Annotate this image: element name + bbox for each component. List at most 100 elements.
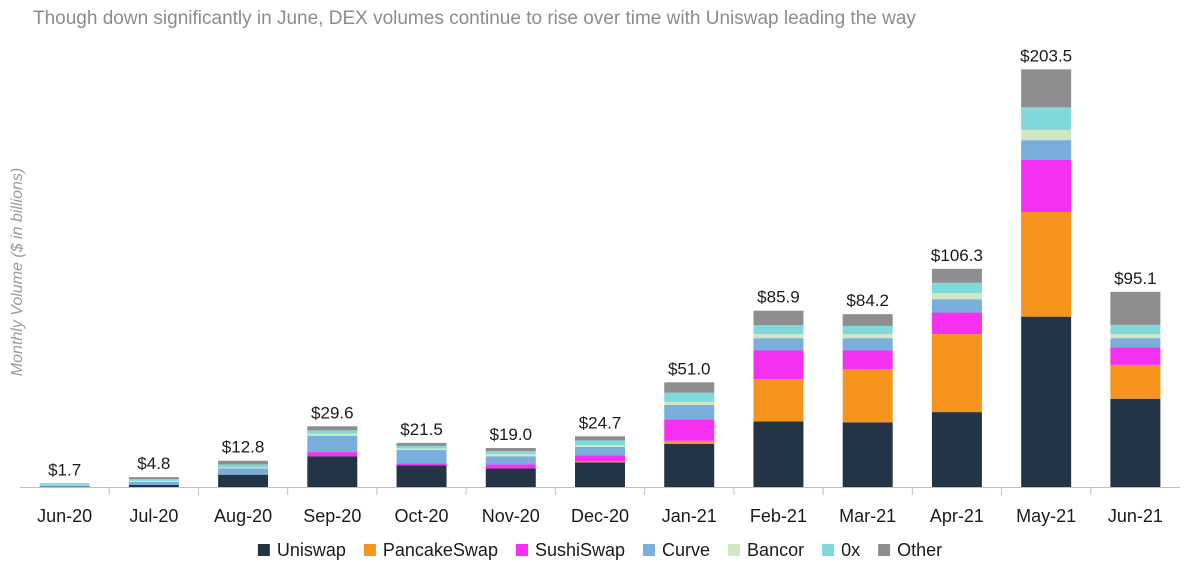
bar-segment-bancor-aug-20 [218,467,269,469]
bar-segment-0x-apr-21 [931,282,982,294]
bar-segment-sushiswap-dec-20 [575,455,625,462]
bar-segment-curve-may-21 [1021,140,1072,160]
total-label-oct-20: $21.5 [400,420,443,439]
x-tick-label-jun-20: Jun-20 [37,506,92,526]
legend-swatch-bancor [728,544,741,556]
bar-segment-bancor-oct-20 [396,448,447,451]
bar-segment-sushiswap-apr-21 [931,312,982,335]
bar-segment-curve-nov-20 [485,456,536,465]
bar-segment-uniswap-jul-20 [128,484,179,487]
total-label-jan-21: $51.0 [668,359,711,378]
x-tick-label-may-21: May-21 [1016,506,1076,526]
x-tick-label-oct-20: Oct-20 [395,506,449,526]
chart-subtitle: Though down significantly in June, DEX v… [33,8,916,29]
bar-segment-uniswap-jun-21 [1110,398,1161,487]
bar-segment-curve-jul-20 [128,481,179,485]
x-tick-label-jul-20: Jul-20 [129,506,178,526]
bar-segment-pancakeswap-feb-21 [753,379,804,422]
x-tick-label-apr-21: Apr-21 [930,506,984,526]
bar-segment-bancor-jun-20 [39,484,90,486]
bar-segment-curve-oct-20 [396,450,447,464]
legend-swatch-sushiswap [515,544,528,556]
bar-segment-0x-jun-21 [1110,324,1161,335]
bar-segment-other-aug-20 [218,460,269,465]
bar-segment-curve-jan-21 [664,404,715,420]
bar-segment-pancakeswap-may-21 [1021,211,1072,317]
bar-segment-sushiswap-jan-21 [664,419,715,441]
x-tick-label-dec-20: Dec-20 [571,506,629,526]
bar-segment-sushiswap-mar-21 [842,350,893,369]
legend-label-curve: Curve [662,540,710,560]
legend-label-uniswap: Uniswap [277,540,346,560]
bar-segment-bancor-sep-20 [307,433,358,436]
bar-segment-0x-sep-20 [307,430,358,434]
bar-segment-uniswap-oct-20 [396,465,447,487]
legend-swatch-uniswap [257,544,270,556]
bar-segment-uniswap-aug-20 [218,474,269,487]
x-tick-label-mar-21: Mar-21 [839,506,896,526]
bar-segment-uniswap-feb-21 [753,421,804,487]
bar-segment-curve-feb-21 [753,338,804,351]
legend-swatch-curve [643,544,656,556]
bar-segment-0x-dec-20 [575,440,625,445]
total-label-sep-20: $29.6 [311,403,354,422]
x-tick-label-feb-21: Feb-21 [750,506,807,526]
bar-segment-curve-sep-20 [307,435,358,453]
bar-segment-bancor-nov-20 [485,454,536,457]
total-label-aug-20: $12.8 [222,438,265,457]
bar-segment-sushiswap-feb-21 [753,350,804,380]
legend-label-bancor: Bancor [747,540,804,560]
bar-segment-pancakeswap-apr-21 [931,334,982,413]
bar-segment-sushiswap-may-21 [1021,159,1072,212]
bar-segment-curve-jun-21 [1110,338,1161,348]
bar-segment-other-jan-21 [664,382,715,393]
bar-segment-other-feb-21 [753,310,804,326]
bar-segment-other-nov-20 [485,448,536,452]
total-label-may-21: $203.5 [1020,46,1072,65]
bar-segment-pancakeswap-jun-21 [1110,364,1161,399]
bar-segment-uniswap-sep-20 [307,456,358,487]
bar-segment-0x-jun-20 [39,483,90,485]
total-label-jul-20: $4.8 [137,454,170,473]
bar-segment-bancor-jan-21 [664,401,715,405]
bar-segment-sushiswap-nov-20 [485,464,536,469]
bar-segment-pancakeswap-mar-21 [842,368,893,423]
bar-segment-sushiswap-jun-21 [1110,347,1161,365]
bar-segment-0x-jan-21 [664,392,715,402]
bar-segment-bancor-feb-21 [753,334,804,339]
bar-segment-bancor-may-21 [1021,129,1072,141]
bar-segment-bancor-apr-21 [931,293,982,300]
bar-segment-uniswap-nov-20 [485,468,536,487]
total-label-jun-21: $95.1 [1114,269,1157,288]
legend: Uniswap PancakeSwap SushiSwap Curve Bancor 0x… [257,540,942,560]
bar-area [39,69,1161,487]
bar-segment-bancor-jul-20 [128,480,179,482]
bar-segment-pancakeswap-jan-21 [664,440,715,444]
x-tick-label-aug-20: Aug-20 [214,506,272,526]
bar-segment-other-sep-20 [307,426,358,431]
bar-segment-uniswap-mar-21 [842,422,893,487]
x-tick-label-jan-21: Jan-21 [662,506,717,526]
bar-segment-other-may-21 [1021,69,1072,108]
bar-segment-0x-feb-21 [753,325,804,335]
bar-segment-sushiswap-oct-20 [396,463,447,466]
bar-segment-other-apr-21 [931,268,982,283]
bar-segment-bancor-dec-20 [575,444,625,447]
bar-segment-0x-oct-20 [396,445,447,449]
x-tick-label-sep-20: Sep-20 [303,506,361,526]
total-label-apr-21: $106.3 [931,246,983,265]
bar-segment-0x-jul-20 [128,479,179,481]
bar-segment-other-jun-21 [1110,291,1161,325]
bar-segment-uniswap-dec-20 [575,462,625,487]
legend-label-sushiswap: SushiSwap [535,540,625,560]
legend-label-0x: 0x [841,540,860,560]
bar-segment-uniswap-apr-21 [931,412,982,487]
legend-swatch-pancakeswap [363,544,376,556]
total-label-feb-21: $85.9 [757,288,800,307]
x-tick-label-nov-20: Nov-20 [482,506,540,526]
bar-segment-curve-mar-21 [842,338,893,351]
bar-segment-sushiswap-sep-20 [307,452,358,457]
bar-segment-0x-nov-20 [485,451,536,455]
x-tick-label-jun-21: Jun-21 [1108,506,1163,526]
